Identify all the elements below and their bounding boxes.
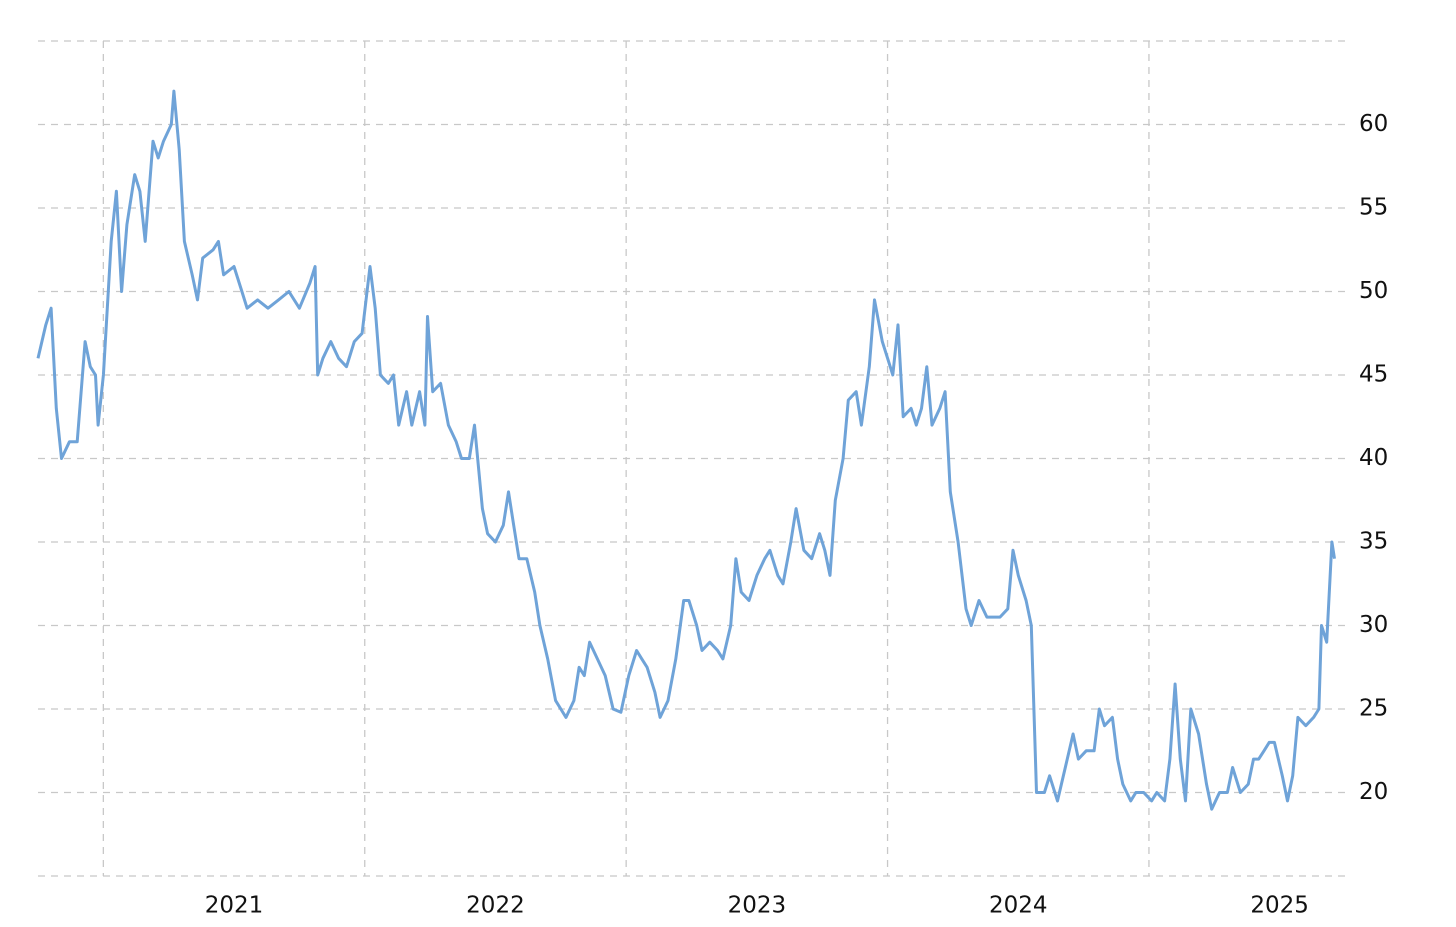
- y-tick-label: 40: [1359, 445, 1388, 471]
- x-tick-label: 2022: [466, 893, 525, 919]
- x-tick-label: 2021: [205, 893, 264, 919]
- y-tick-label: 20: [1359, 779, 1388, 805]
- x-tick-label: 2023: [728, 893, 787, 919]
- y-tick-label: 55: [1359, 195, 1388, 221]
- y-tick-label: 35: [1359, 529, 1388, 555]
- y-tick-label: 50: [1359, 278, 1388, 304]
- x-tick-label: 2025: [1250, 893, 1309, 919]
- x-tick-label: 2024: [989, 893, 1048, 919]
- y-tick-label: 45: [1359, 362, 1388, 388]
- y-tick-label: 30: [1359, 612, 1388, 638]
- y-tick-label: 60: [1359, 111, 1388, 137]
- y-tick-label: 25: [1359, 696, 1388, 722]
- price-line: [36, 89, 1336, 811]
